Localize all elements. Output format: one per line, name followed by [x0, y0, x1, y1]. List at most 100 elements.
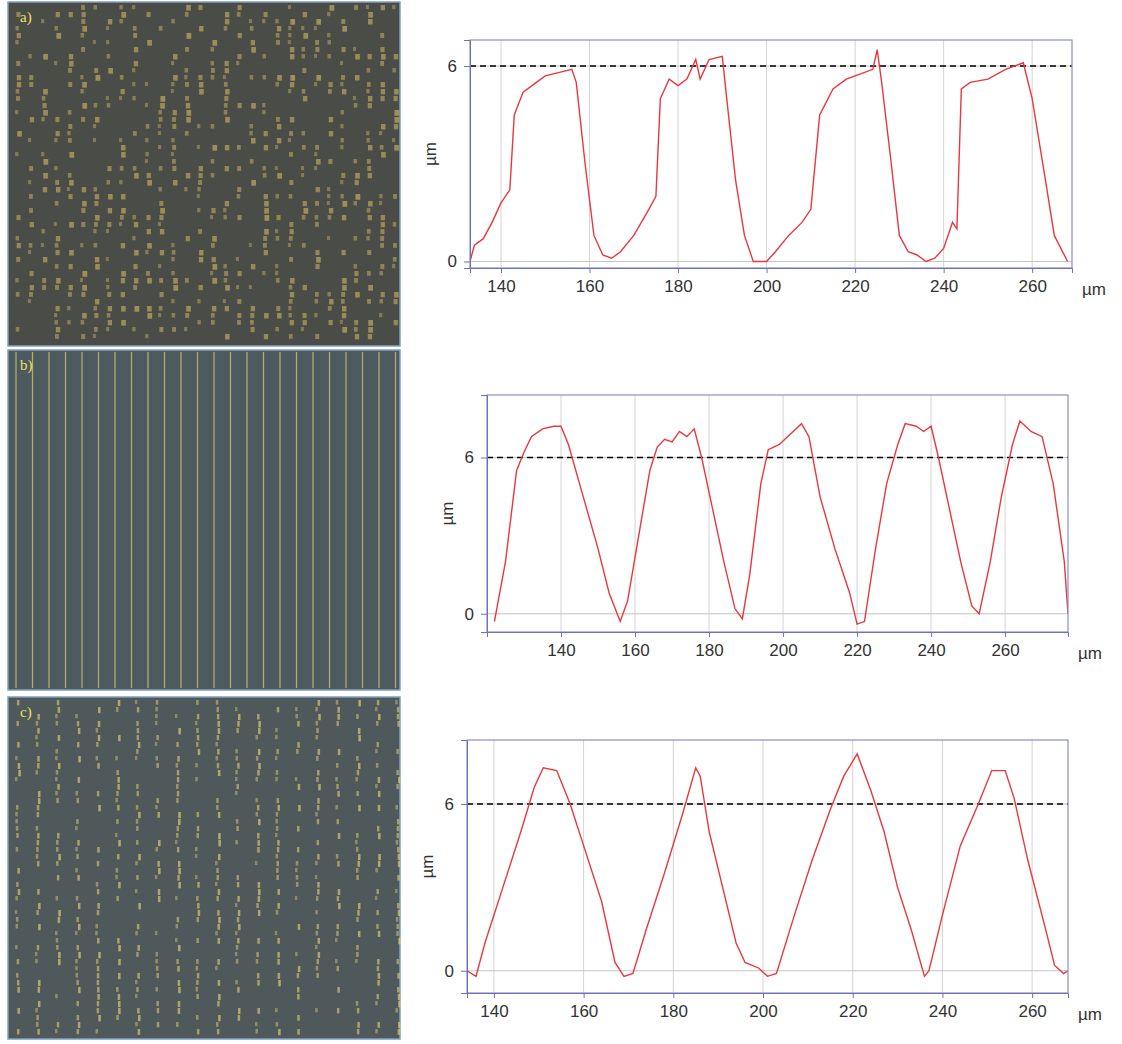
speckle: [178, 1008, 181, 1014]
speckle: [358, 854, 361, 860]
speckle: [393, 194, 397, 199]
speckle: [15, 756, 18, 760]
speckle: [303, 12, 307, 17]
tick-label: 6: [445, 795, 454, 814]
speckle: [376, 721, 379, 726]
speckle: [135, 1022, 138, 1026]
speckle: [159, 327, 163, 332]
speckle: [358, 903, 361, 909]
speckle: [95, 75, 100, 81]
speckle: [185, 47, 189, 52]
speckle: [217, 1029, 220, 1034]
stripe: [131, 352, 132, 688]
speckle: [263, 173, 267, 178]
speckle: [120, 75, 124, 80]
speckle: [290, 19, 295, 25]
speckle: [251, 327, 255, 332]
speckle: [68, 138, 72, 143]
speckle: [55, 1029, 58, 1033]
speckle: [95, 215, 100, 221]
speckle: [276, 215, 280, 220]
speckle: [119, 96, 122, 100]
speckle: [258, 882, 261, 888]
speckle: [223, 264, 226, 268]
speckle: [275, 271, 278, 275]
speckle: [77, 875, 80, 881]
speckle: [38, 903, 41, 909]
speckle: [135, 889, 138, 893]
speckle: [315, 812, 318, 816]
speckle: [317, 959, 320, 964]
speckle: [367, 166, 371, 171]
speckle: [218, 721, 221, 727]
speckle: [223, 215, 226, 219]
tick-label: 6: [465, 448, 474, 467]
speckle: [197, 194, 200, 198]
speckle: [107, 166, 111, 171]
speckle: [398, 994, 401, 1000]
tick-mark: [944, 268, 945, 273]
grid-line: [1032, 40, 1033, 268]
speckle: [58, 959, 61, 965]
speckle: [276, 854, 279, 859]
speckle: [356, 847, 359, 852]
speckle: [376, 763, 379, 768]
speckle: [96, 882, 99, 887]
speckle: [155, 714, 158, 718]
speckle: [396, 784, 399, 789]
stripe: [147, 352, 148, 688]
speckle: [368, 327, 373, 333]
stripe: [48, 352, 49, 688]
speckle: [158, 187, 161, 191]
speckle: [225, 61, 229, 66]
speckle: [98, 1015, 101, 1021]
speckle: [355, 334, 359, 339]
speckle: [315, 264, 319, 269]
speckle: [318, 700, 321, 706]
speckle: [159, 278, 163, 283]
speckle: [376, 910, 379, 915]
speckle: [377, 700, 380, 705]
speckle: [380, 33, 384, 38]
speckle: [96, 1029, 99, 1033]
speckle: [218, 840, 221, 846]
speckle: [218, 917, 221, 923]
speckle: [316, 931, 319, 936]
speckle: [255, 798, 258, 802]
speckle: [118, 840, 121, 846]
speckle: [43, 89, 48, 95]
speckle: [136, 805, 139, 810]
speckle: [288, 89, 291, 93]
speckle: [215, 742, 218, 746]
speckle: [196, 980, 199, 985]
speckle: [115, 756, 118, 760]
speckle: [218, 889, 221, 895]
speckle: [197, 124, 200, 128]
speckle: [43, 103, 47, 108]
speckle: [69, 61, 74, 67]
speckle: [397, 714, 400, 719]
tick-mark: [590, 268, 591, 273]
speckle: [177, 777, 180, 782]
speckle: [217, 763, 220, 768]
speckle: [156, 847, 159, 851]
speckle: [134, 47, 138, 52]
speckle: [251, 47, 256, 53]
speckle: [186, 33, 191, 39]
speckle: [397, 819, 400, 824]
tick-label: 160: [570, 1002, 598, 1021]
speckle: [251, 264, 255, 269]
speckle: [368, 19, 373, 25]
speckle: [132, 68, 135, 72]
speckle: [210, 61, 213, 65]
speckle: [196, 1015, 199, 1020]
speckle: [277, 847, 280, 852]
speckle: [302, 68, 306, 73]
speckle: [160, 292, 164, 297]
speckle: [296, 749, 299, 754]
speckle: [172, 327, 176, 332]
speckle: [317, 805, 320, 810]
speckle: [277, 124, 281, 129]
speckle: [106, 40, 109, 44]
y-axis-line: [464, 41, 471, 269]
